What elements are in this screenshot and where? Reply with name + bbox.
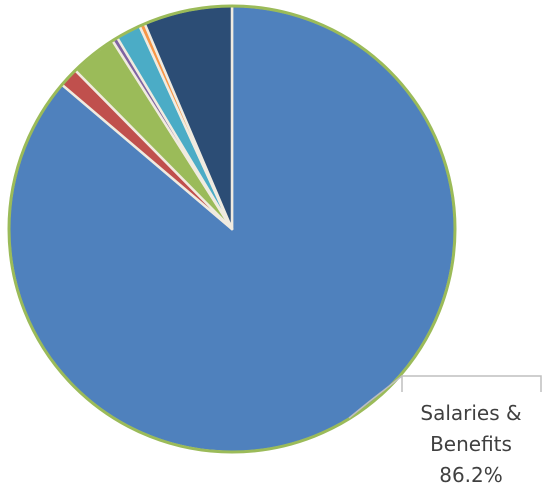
callout-frame-bottom <box>352 420 402 440</box>
callout-leader-line <box>348 375 403 419</box>
data-label-line2: Benefits <box>430 432 512 456</box>
data-label-value: 86.2% <box>439 463 503 487</box>
callout-frame-top <box>401 375 542 392</box>
data-label-callout: Salaries & Benefits 86.2% <box>348 375 542 487</box>
pie-slices <box>7 4 457 454</box>
pie-outline <box>7 4 457 454</box>
data-label-line1: Salaries & <box>420 401 521 425</box>
